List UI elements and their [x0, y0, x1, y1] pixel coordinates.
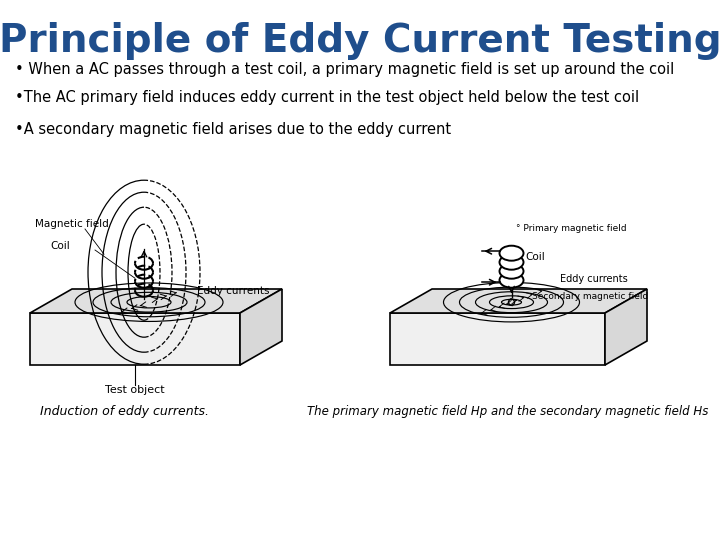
Text: Induction of eddy currents.: Induction of eddy currents. [40, 405, 210, 418]
Polygon shape [30, 289, 282, 313]
Text: Secondary magnetic field: Secondary magnetic field [531, 292, 648, 301]
Polygon shape [390, 313, 605, 365]
Polygon shape [30, 313, 240, 365]
Text: Eddy currents: Eddy currents [559, 274, 627, 284]
Text: ° Primary magnetic field: ° Primary magnetic field [516, 224, 627, 233]
Text: Eddy currents: Eddy currents [197, 286, 269, 296]
Text: •The AC primary field induces eddy current in the test object held below the tes: •The AC primary field induces eddy curre… [15, 90, 639, 105]
Ellipse shape [500, 264, 523, 279]
Text: The primary magnetic field Hp and the secondary magnetic field Hs: The primary magnetic field Hp and the se… [307, 405, 708, 418]
Text: Coil: Coil [526, 252, 545, 262]
Ellipse shape [500, 273, 523, 288]
Text: Coil: Coil [50, 241, 70, 251]
Ellipse shape [500, 255, 523, 269]
Polygon shape [605, 289, 647, 365]
Text: Magnetic field: Magnetic field [35, 219, 109, 229]
Text: • When a AC passes through a test coil, a primary magnetic field is set up aroun: • When a AC passes through a test coil, … [15, 62, 674, 77]
Polygon shape [240, 289, 282, 365]
Text: Principle of Eddy Current Testing: Principle of Eddy Current Testing [0, 22, 720, 60]
Text: •A secondary magnetic field arises due to the eddy current: •A secondary magnetic field arises due t… [15, 122, 451, 137]
Ellipse shape [500, 246, 523, 261]
Polygon shape [390, 289, 647, 313]
Text: Test object: Test object [105, 385, 165, 395]
